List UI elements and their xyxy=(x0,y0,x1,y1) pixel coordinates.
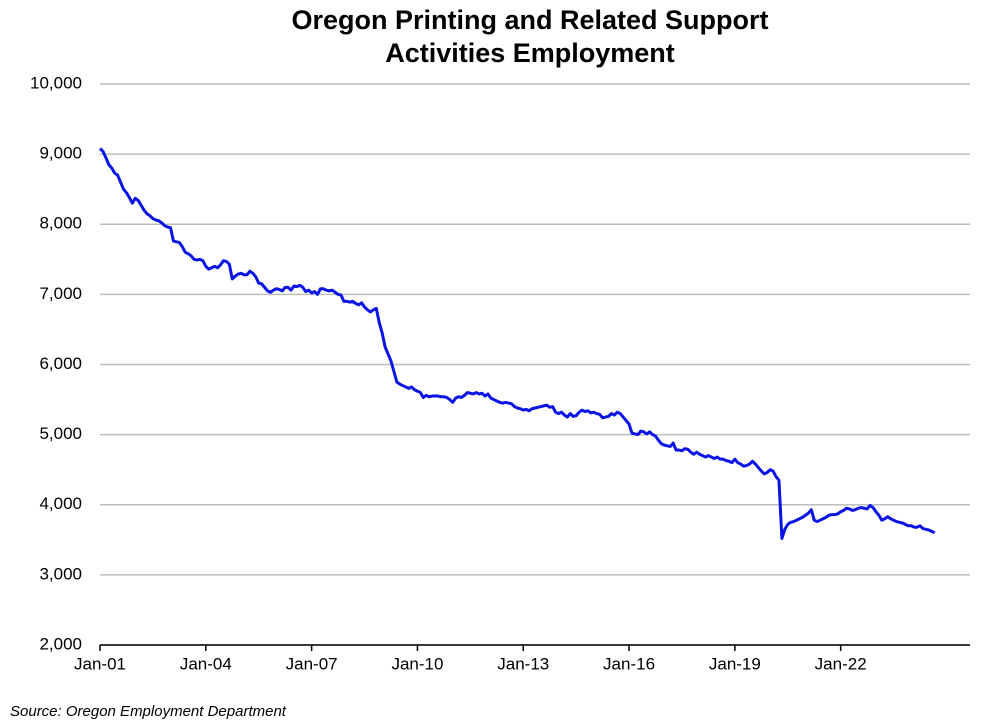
y-tick-label: 5,000 xyxy=(39,424,82,443)
y-tick-label: 10,000 xyxy=(30,73,82,92)
y-tick-label: 8,000 xyxy=(39,214,82,233)
y-tick-label: 9,000 xyxy=(39,144,82,163)
chart: 2,000 3,000 4,000 5,000 6,000 7,000 8,000 9,000… xyxy=(30,73,970,673)
x-tick-label: Jan-01 xyxy=(74,654,126,673)
source-note: Source: Oregon Employment Department xyxy=(10,703,286,720)
y-tick-label: 6,000 xyxy=(39,354,82,373)
y-tick-label: 7,000 xyxy=(39,284,82,303)
x-tick-label: Jan-22 xyxy=(815,654,867,673)
y-tick-label: 3,000 xyxy=(39,564,82,583)
x-tick-label: Jan-10 xyxy=(391,654,443,673)
y-tick-label: 2,000 xyxy=(39,634,82,653)
x-tick-label: Jan-13 xyxy=(497,654,549,673)
data-line xyxy=(98,147,936,540)
x-tick-label: Jan-04 xyxy=(180,654,232,673)
x-tick-label: Jan-07 xyxy=(286,654,338,673)
x-tick-label: Jan-16 xyxy=(603,654,655,673)
y-tick-label: 4,000 xyxy=(39,494,82,513)
chart-title: Oregon Printing and Related Support Acti… xyxy=(291,5,769,68)
x-tick-label: Jan-19 xyxy=(709,654,761,673)
